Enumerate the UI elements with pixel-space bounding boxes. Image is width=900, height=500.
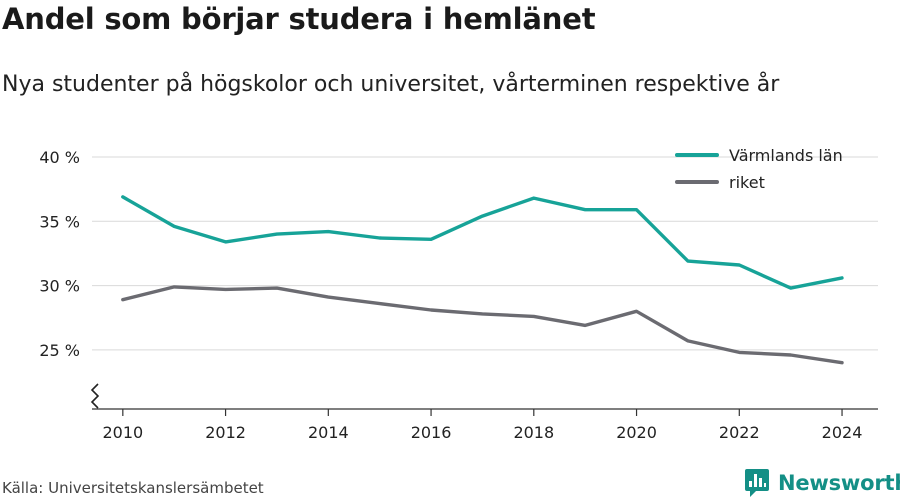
legend-label: riket	[729, 173, 765, 192]
x-tick-label: 2016	[411, 423, 452, 442]
x-tick-label: 2018	[513, 423, 554, 442]
x-tick-label: 2024	[822, 423, 863, 442]
legend-label: Värmlands län	[729, 146, 843, 165]
y-tick-label: 35 %	[39, 212, 80, 231]
y-tick-label: 30 %	[39, 277, 80, 296]
series-line-varmland	[121, 195, 844, 290]
x-tick-label: 2012	[205, 423, 246, 442]
x-tick-label: 2022	[719, 423, 760, 442]
source-note: Källa: Universitetskanslersämbetet	[2, 479, 264, 497]
legend: Värmlands län riket	[675, 146, 843, 192]
y-tick-label: 40 %	[39, 148, 80, 167]
brand-logo: Newsworthy	[744, 468, 900, 498]
series-line-riket	[121, 285, 844, 365]
axes	[90, 383, 878, 410]
bar-chart-logo-icon	[745, 469, 769, 497]
series-lines	[121, 195, 844, 365]
y-axis-ticks: 25 % 30 % 35 % 40 %	[39, 148, 80, 360]
brand-name: Newsworthy	[778, 471, 900, 495]
x-tick-label: 2014	[308, 423, 349, 442]
x-axis-ticks: 2010 2012 2014 2016 2018 2020 2022 2024	[102, 409, 862, 442]
chart-title: Andel som börjar studera i hemlänet	[2, 2, 596, 36]
x-tick-label: 2010	[102, 423, 143, 442]
x-tick-label: 2020	[616, 423, 657, 442]
chart-subtitle: Nya studenter på högskolor och universit…	[2, 72, 780, 97]
gridlines	[92, 156, 878, 351]
axis-break-icon	[90, 383, 100, 409]
y-tick-label: 25 %	[39, 341, 80, 360]
